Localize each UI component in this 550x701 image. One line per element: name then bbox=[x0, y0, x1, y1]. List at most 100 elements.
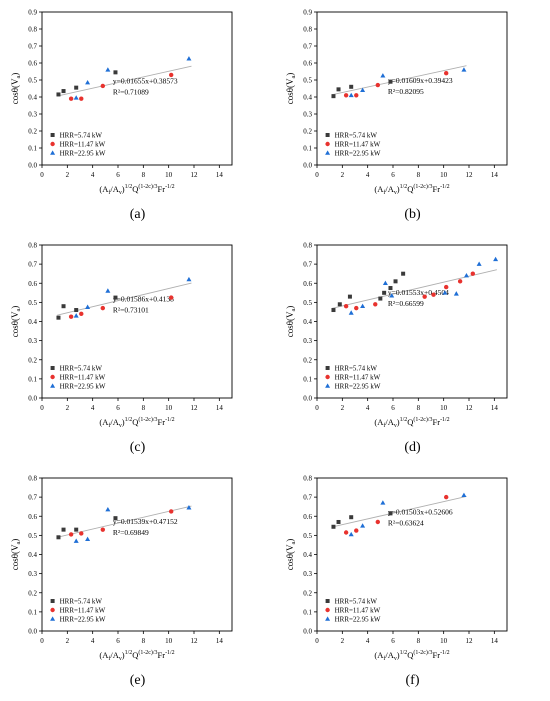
y-tick-label: 0.0 bbox=[28, 162, 37, 170]
chart-svg: 0 2 4 6 8 10 12 14 0.0 0.1 0.2 0.3 0.4 0.5 0.6 0.7 0.8 (A… bbox=[10, 242, 233, 429]
fit-r2: R²=0.66599 bbox=[388, 299, 424, 308]
point-hrr-22-95 bbox=[360, 303, 366, 308]
point-hrr-5-74 bbox=[393, 279, 398, 284]
y-axis-label: cosθ(Va) bbox=[285, 306, 297, 338]
y-tick-label: 0.5 bbox=[303, 532, 312, 540]
point-hrr-11-47 bbox=[100, 527, 106, 532]
point-hrr-5-74 bbox=[349, 515, 354, 520]
legend-marker-square bbox=[50, 133, 55, 137]
point-hrr-22-95 bbox=[380, 73, 386, 78]
legend-label: HRR=5.74 kW bbox=[335, 132, 378, 140]
point-hrr-22-95 bbox=[105, 506, 111, 512]
y-tick-label: 0.7 bbox=[303, 43, 312, 51]
legend-marker-circle bbox=[325, 141, 330, 147]
legend-marker-square bbox=[325, 366, 330, 370]
point-hrr-11-47 bbox=[68, 532, 74, 537]
point-hrr-11-47 bbox=[354, 93, 359, 98]
point-hrr-11-47 bbox=[354, 305, 359, 311]
legend-label: HRR=22.95 kW bbox=[335, 383, 381, 391]
legend-label: HRR=22.95 kW bbox=[335, 616, 381, 624]
legend-label: HRR=5.74 kW bbox=[60, 598, 103, 606]
point-hrr-22-95 bbox=[348, 531, 354, 537]
point-hrr-11-47 bbox=[431, 292, 436, 297]
point-hrr-11-47 bbox=[169, 72, 174, 78]
x-tick-label: 14 bbox=[491, 637, 499, 645]
x-tick-label: 10 bbox=[165, 637, 173, 645]
x-tick-label: 2 bbox=[66, 637, 70, 645]
point-hrr-11-47 bbox=[68, 314, 74, 319]
x-tick-label: 0 bbox=[315, 637, 319, 645]
point-hrr-22-95 bbox=[73, 313, 79, 318]
x-tick-label: 2 bbox=[341, 404, 345, 412]
x-tick-label: 6 bbox=[391, 171, 395, 179]
y-tick-label: 0.0 bbox=[28, 395, 37, 403]
x-tick-label: 4 bbox=[91, 404, 95, 412]
point-hrr-5-74 bbox=[331, 94, 336, 99]
point-hrr-5-74 bbox=[388, 286, 393, 291]
legend-label: HRR=5.74 kW bbox=[60, 365, 103, 373]
point-hrr-22-95 bbox=[453, 291, 459, 296]
point-hrr-5-74 bbox=[74, 85, 79, 90]
point-hrr-22-95 bbox=[85, 304, 91, 309]
point-hrr-5-74 bbox=[113, 516, 118, 521]
y-axis-label: cosθ(Va) bbox=[10, 73, 22, 105]
x-tick-label: 12 bbox=[191, 404, 199, 412]
x-axis-label: (Af/Av)1/2Q(1-2c)/3Fr-1/2 bbox=[374, 416, 449, 429]
legend-label: HRR=22.95 kW bbox=[60, 616, 106, 624]
x-tick-label: 10 bbox=[165, 404, 173, 412]
y-tick-label: 0.6 bbox=[28, 513, 37, 521]
legend-label: HRR=11.47 kW bbox=[335, 607, 381, 615]
point-hrr-11-47 bbox=[343, 93, 349, 98]
x-axis-label: (Af/Av)1/2Q(1-2c)/3Fr-1/2 bbox=[374, 649, 449, 662]
y-tick-label: 0.3 bbox=[303, 111, 312, 119]
chart-svg: 0 2 4 6 8 10 12 14 0.0 0.1 0.2 0.3 0.4 0.5 0.6 0.7 0.8 (A… bbox=[285, 242, 508, 429]
y-tick-label: 0.7 bbox=[28, 494, 37, 502]
point-hrr-11-47 bbox=[470, 271, 475, 276]
chart-panel-f: 0 2 4 6 8 10 12 14 0.0 0.1 0.2 0.3 0.4 0.5 0.6 0.7 0.8 (A… bbox=[275, 466, 550, 699]
point-hrr-22-95 bbox=[380, 500, 386, 505]
point-hrr-11-47 bbox=[169, 295, 174, 300]
y-tick-label: 0.1 bbox=[28, 608, 37, 616]
x-tick-label: 4 bbox=[91, 637, 95, 645]
y-tick-label: 0.8 bbox=[28, 242, 37, 250]
point-hrr-22-95 bbox=[73, 95, 79, 100]
panel-label: (f) bbox=[405, 673, 420, 688]
x-tick-label: 8 bbox=[417, 404, 421, 412]
x-tick-label: 6 bbox=[391, 637, 395, 645]
fit-line bbox=[57, 65, 192, 97]
chart-panel-b: 0 2 4 6 8 10 12 14 0.0 0.1 0.2 0.3 0.4 0.5 0.6 0.7 0.8 0.… bbox=[275, 0, 550, 233]
x-tick-label: 12 bbox=[191, 171, 199, 179]
legend-label: HRR=11.47 kW bbox=[60, 374, 106, 382]
y-tick-label: 0.3 bbox=[28, 337, 37, 345]
x-tick-label: 10 bbox=[440, 171, 448, 179]
chart-panel-a: 0 2 4 6 8 10 12 14 0.0 0.1 0.2 0.3 0.4 0.5 0.6 0.7 0.8 0.… bbox=[0, 0, 275, 233]
y-axis-label: cosθ(Va) bbox=[285, 539, 297, 571]
legend-label: HRR=11.47 kW bbox=[60, 607, 106, 615]
fit-r2: R²=0.69849 bbox=[113, 528, 149, 537]
fit-line bbox=[57, 282, 192, 316]
y-tick-label: 0.8 bbox=[303, 242, 312, 250]
legend-marker-circle bbox=[325, 374, 330, 380]
point-hrr-5-74 bbox=[56, 315, 61, 320]
point-hrr-5-74 bbox=[388, 511, 393, 516]
point-hrr-22-95 bbox=[493, 256, 499, 262]
chart-svg: 0 2 4 6 8 10 12 14 0.0 0.1 0.2 0.3 0.4 0.5 0.6 0.7 0.8 0.… bbox=[285, 9, 508, 196]
y-tick-label: 0.3 bbox=[28, 111, 37, 119]
fit-equation: y=0.01553x+0.4504 bbox=[388, 288, 449, 297]
point-hrr-5-74 bbox=[113, 295, 118, 300]
point-hrr-22-95 bbox=[73, 538, 79, 543]
legend-label: HRR=22.95 kW bbox=[60, 383, 106, 391]
x-tick-label: 14 bbox=[491, 171, 499, 179]
y-tick-label: 0.4 bbox=[28, 318, 37, 326]
y-tick-label: 0.6 bbox=[28, 280, 37, 288]
point-hrr-11-47 bbox=[373, 302, 378, 307]
legend-label: HRR=11.47 kW bbox=[335, 374, 381, 382]
point-hrr-11-47 bbox=[444, 494, 449, 500]
x-tick-label: 2 bbox=[66, 171, 70, 179]
y-tick-label: 0.7 bbox=[303, 261, 312, 269]
point-hrr-5-74 bbox=[378, 296, 383, 301]
point-hrr-22-95 bbox=[348, 92, 354, 98]
x-tick-label: 10 bbox=[440, 637, 448, 645]
fit-line bbox=[332, 269, 497, 309]
point-hrr-22-95 bbox=[348, 310, 354, 315]
